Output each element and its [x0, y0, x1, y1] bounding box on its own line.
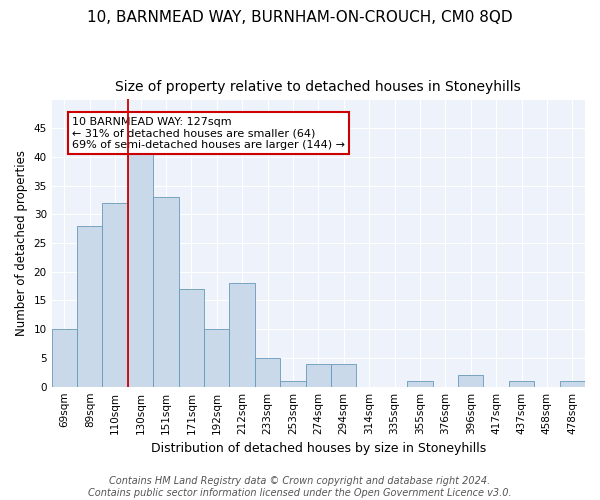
Text: Contains HM Land Registry data © Crown copyright and database right 2024.
Contai: Contains HM Land Registry data © Crown c…: [88, 476, 512, 498]
Bar: [458, 375, 484, 386]
Y-axis label: Number of detached properties: Number of detached properties: [15, 150, 28, 336]
Text: 10, BARNMEAD WAY, BURNHAM-ON-CROUCH, CM0 8QD: 10, BARNMEAD WAY, BURNHAM-ON-CROUCH, CM0…: [87, 10, 513, 25]
Bar: [331, 364, 356, 386]
Bar: [128, 146, 153, 386]
Bar: [560, 381, 585, 386]
Bar: [255, 358, 280, 386]
Title: Size of property relative to detached houses in Stoneyhills: Size of property relative to detached ho…: [115, 80, 521, 94]
Bar: [52, 329, 77, 386]
Bar: [179, 289, 204, 386]
Bar: [229, 283, 255, 387]
Bar: [204, 329, 229, 386]
Bar: [280, 381, 305, 386]
Bar: [103, 203, 128, 386]
Bar: [153, 197, 179, 386]
Bar: [407, 381, 433, 386]
X-axis label: Distribution of detached houses by size in Stoneyhills: Distribution of detached houses by size …: [151, 442, 486, 455]
Bar: [509, 381, 534, 386]
Bar: [305, 364, 331, 386]
Text: 10 BARNMEAD WAY: 127sqm
← 31% of detached houses are smaller (64)
69% of semi-de: 10 BARNMEAD WAY: 127sqm ← 31% of detache…: [72, 116, 345, 150]
Bar: [77, 226, 103, 386]
